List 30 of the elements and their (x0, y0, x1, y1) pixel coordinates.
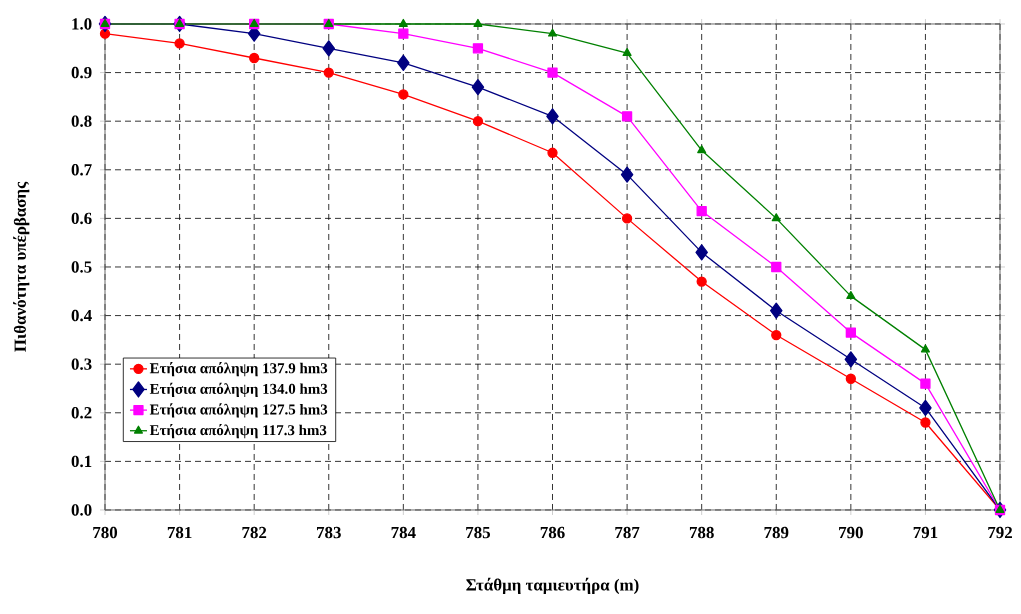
y-tick-label: 0.5 (71, 261, 92, 273)
x-tick-label: 792 (988, 526, 1012, 539)
y-tick-label: 0.1 (71, 455, 92, 468)
y-tick-label: 0.4 (71, 309, 92, 322)
x-axis-title: Στάθμη ταμιευτήρα (m) (466, 577, 639, 595)
y-tick-label: 0.2 (71, 407, 92, 419)
x-tick-label: 782 (242, 526, 267, 539)
x-tick-label: 781 (167, 526, 192, 539)
x-tick-label: 789 (764, 526, 789, 539)
y-tick-label: 0.3 (71, 358, 92, 370)
y-tick-label: 0.9 (71, 66, 92, 79)
y-tick-label: 0.7 (71, 164, 92, 176)
y-tick-label: 0.6 (71, 212, 92, 225)
legend-label: Ετήσια απόληψη 117.3 hm3 (149, 423, 327, 439)
x-tick-label: 785 (466, 526, 490, 539)
x-tick-label: 786 (540, 526, 565, 539)
legend-label: Ετήσια απόληψη 134.0 hm3 (149, 382, 328, 397)
x-tick-label: 780 (93, 526, 118, 539)
x-tick-label: 790 (839, 526, 863, 539)
y-tick-label: 1.0 (72, 18, 92, 30)
y-axis-title: Πιθανότητα υπέρβασης (13, 181, 30, 352)
x-tick-label: 787 (615, 526, 640, 539)
y-tick-label: 0.0 (71, 504, 92, 516)
y-tick-label: 0.8 (71, 115, 92, 127)
legend-label: Ετήσια απόληψη 137.9 hm3 (149, 362, 328, 377)
x-tick-label: 784 (391, 526, 416, 539)
x-tick-label: 788 (689, 526, 714, 539)
legend-label: Ετήσια απόληψη 127.5 hm3 (149, 403, 328, 418)
x-tick-label: 791 (913, 526, 938, 539)
x-tick-label: 783 (317, 526, 341, 539)
